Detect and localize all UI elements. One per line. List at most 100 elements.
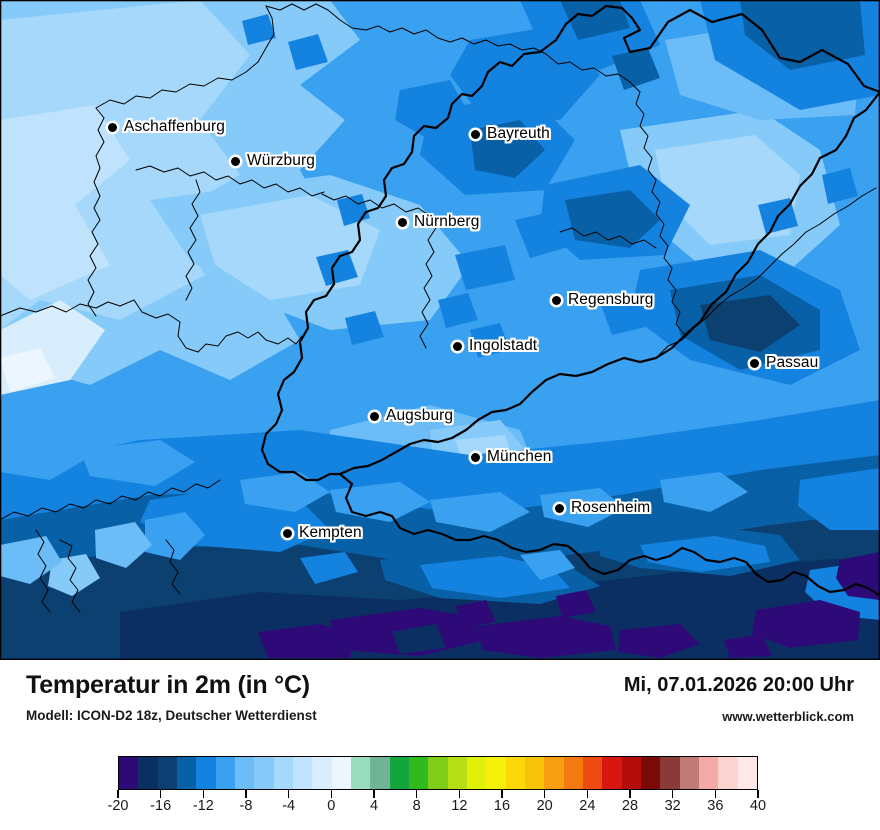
colorbar-tick: [245, 790, 247, 798]
colorbar-swatch: [544, 757, 564, 789]
legend-footer: Temperatur in 2m (in °C) Modell: ICON-D2…: [0, 660, 880, 830]
colorbar-tick-label: 0: [327, 798, 336, 814]
colorbar-tick-label: 36: [707, 798, 724, 814]
colorbar-tick: [671, 790, 674, 798]
colorbar-swatch: [486, 757, 506, 789]
city-label: Augsburg: [386, 407, 454, 424]
city-marker[interactable]: Kempten: [283, 524, 362, 542]
colorbar-tick: [586, 790, 589, 798]
city-dot-icon: [370, 411, 379, 421]
colorbar-swatch: [254, 757, 274, 789]
colorbar-tick: [714, 790, 717, 798]
colorbar-swatch: [331, 757, 351, 789]
colorbar-swatch: [273, 757, 293, 789]
colorbar-tick-label: 4: [369, 798, 379, 814]
colorbar-swatch: [602, 757, 622, 789]
colorbar-swatch: [698, 757, 719, 789]
colorbar-tick-label: 24: [579, 798, 596, 814]
colorbar-tick: [373, 790, 375, 798]
city-dot-icon: [471, 129, 480, 139]
colorbar-swatch: [640, 757, 661, 789]
city-marker[interactable]: Ingolstadt: [453, 337, 537, 355]
colorbar-tick-label: -4: [282, 798, 296, 814]
colorbar-tick-label: 32: [664, 798, 681, 814]
city-label: Nürnberg: [414, 213, 480, 230]
temperature-map[interactable]: Aschaffenburg Würzburg Bayreuth Nürnberg Reg…: [0, 0, 880, 660]
colorbar-swatch: [408, 757, 429, 789]
colorbar-tick: [117, 790, 119, 798]
city-dot-icon: [231, 156, 240, 166]
city-dot-icon: [108, 122, 117, 132]
city-label: Passau: [766, 354, 819, 371]
colorbar[interactable]: -20 -16 -12 -8 -4 0 4 8 12 16 20 24 28 32 36 40: [108, 756, 766, 826]
colorbar-swatch: [447, 757, 467, 789]
city-label: Kempten: [299, 524, 362, 541]
colorbar-swatch: [176, 757, 197, 789]
colorbar-swatch: [428, 757, 448, 789]
city-marker[interactable]: München: [471, 448, 551, 466]
colorbar-tick-label: 12: [451, 798, 468, 814]
city-marker[interactable]: Würzburg: [231, 152, 315, 170]
colorbar-swatch: [466, 757, 487, 789]
colorbar-tick: [415, 790, 418, 798]
city-marker[interactable]: Augsburg: [370, 407, 453, 425]
colorbar-tick-label: -8: [239, 798, 253, 814]
city-dot-icon: [453, 341, 462, 351]
colorbar-tick: [202, 790, 205, 798]
colorbar-swatches[interactable]: [118, 756, 758, 790]
colorbar-tick: [287, 790, 290, 798]
city-marker[interactable]: Aschaffenburg: [108, 118, 225, 136]
colorbar-swatch: [196, 757, 216, 789]
colorbar-tick-label: 16: [493, 798, 511, 814]
city-label: Bayreuth: [487, 125, 550, 142]
colorbar-swatch: [505, 757, 525, 789]
city-marker[interactable]: Regensburg: [552, 291, 653, 309]
colorbar-tick: [330, 790, 333, 798]
website-label: www.wetterblick.com: [722, 709, 854, 724]
colorbar-swatch: [119, 757, 139, 789]
colorbar-swatch: [563, 757, 583, 789]
colorbar-tick-label: -20: [107, 798, 129, 814]
colorbar-tick-label: -16: [150, 798, 172, 814]
colorbar-tick-label: 20: [536, 798, 553, 814]
colorbar-tick: [543, 790, 546, 798]
city-label: München: [487, 448, 552, 465]
map-raster: [0, 0, 880, 660]
colorbar-swatch: [234, 757, 255, 789]
page-title: Temperatur in 2m (in °C): [26, 671, 310, 699]
city-label: Regensburg: [568, 291, 654, 308]
colorbar-swatch: [737, 757, 757, 789]
city-label: Aschaffenburg: [124, 118, 225, 135]
city-label: Würzburg: [247, 152, 315, 169]
city-marker[interactable]: Passau: [750, 354, 818, 372]
valid-time-label: Mi, 07.01.2026 20:00 Uhr: [623, 674, 854, 696]
city-marker[interactable]: Rosenheim: [555, 499, 650, 517]
colorbar-swatch: [660, 757, 680, 789]
colorbar-swatch: [718, 757, 738, 789]
colorbar-swatch: [157, 757, 177, 789]
colorbar-swatch: [350, 757, 371, 789]
model-subtitle: Modell: ICON-D2 18z, Deutscher Wetterdie…: [26, 708, 317, 723]
city-dot-icon: [398, 217, 407, 227]
colorbar-tick-label: 8: [412, 798, 421, 814]
city-label: Rosenheim: [571, 499, 651, 516]
colorbar-tick-label: 28: [621, 798, 639, 814]
colorbar-swatch: [292, 757, 313, 789]
city-dot-icon: [552, 295, 561, 305]
colorbar-swatch: [312, 757, 332, 789]
colorbar-swatch: [215, 757, 235, 789]
colorbar-ticks: [117, 790, 759, 799]
city-dot-icon: [555, 503, 564, 513]
colorbar-swatch: [138, 757, 158, 789]
colorbar-tick-label: -12: [192, 798, 214, 814]
colorbar-tick-label: 40: [749, 798, 767, 814]
city-label: Ingolstadt: [469, 337, 538, 354]
colorbar-tick: [757, 790, 759, 798]
city-marker[interactable]: Bayreuth: [471, 125, 550, 143]
colorbar-tick: [629, 790, 631, 798]
colorbar-swatch: [621, 757, 641, 789]
colorbar-swatch: [370, 757, 390, 789]
city-marker[interactable]: Nürnberg: [398, 213, 479, 231]
city-dot-icon: [283, 528, 292, 538]
colorbar-tick: [458, 790, 461, 798]
